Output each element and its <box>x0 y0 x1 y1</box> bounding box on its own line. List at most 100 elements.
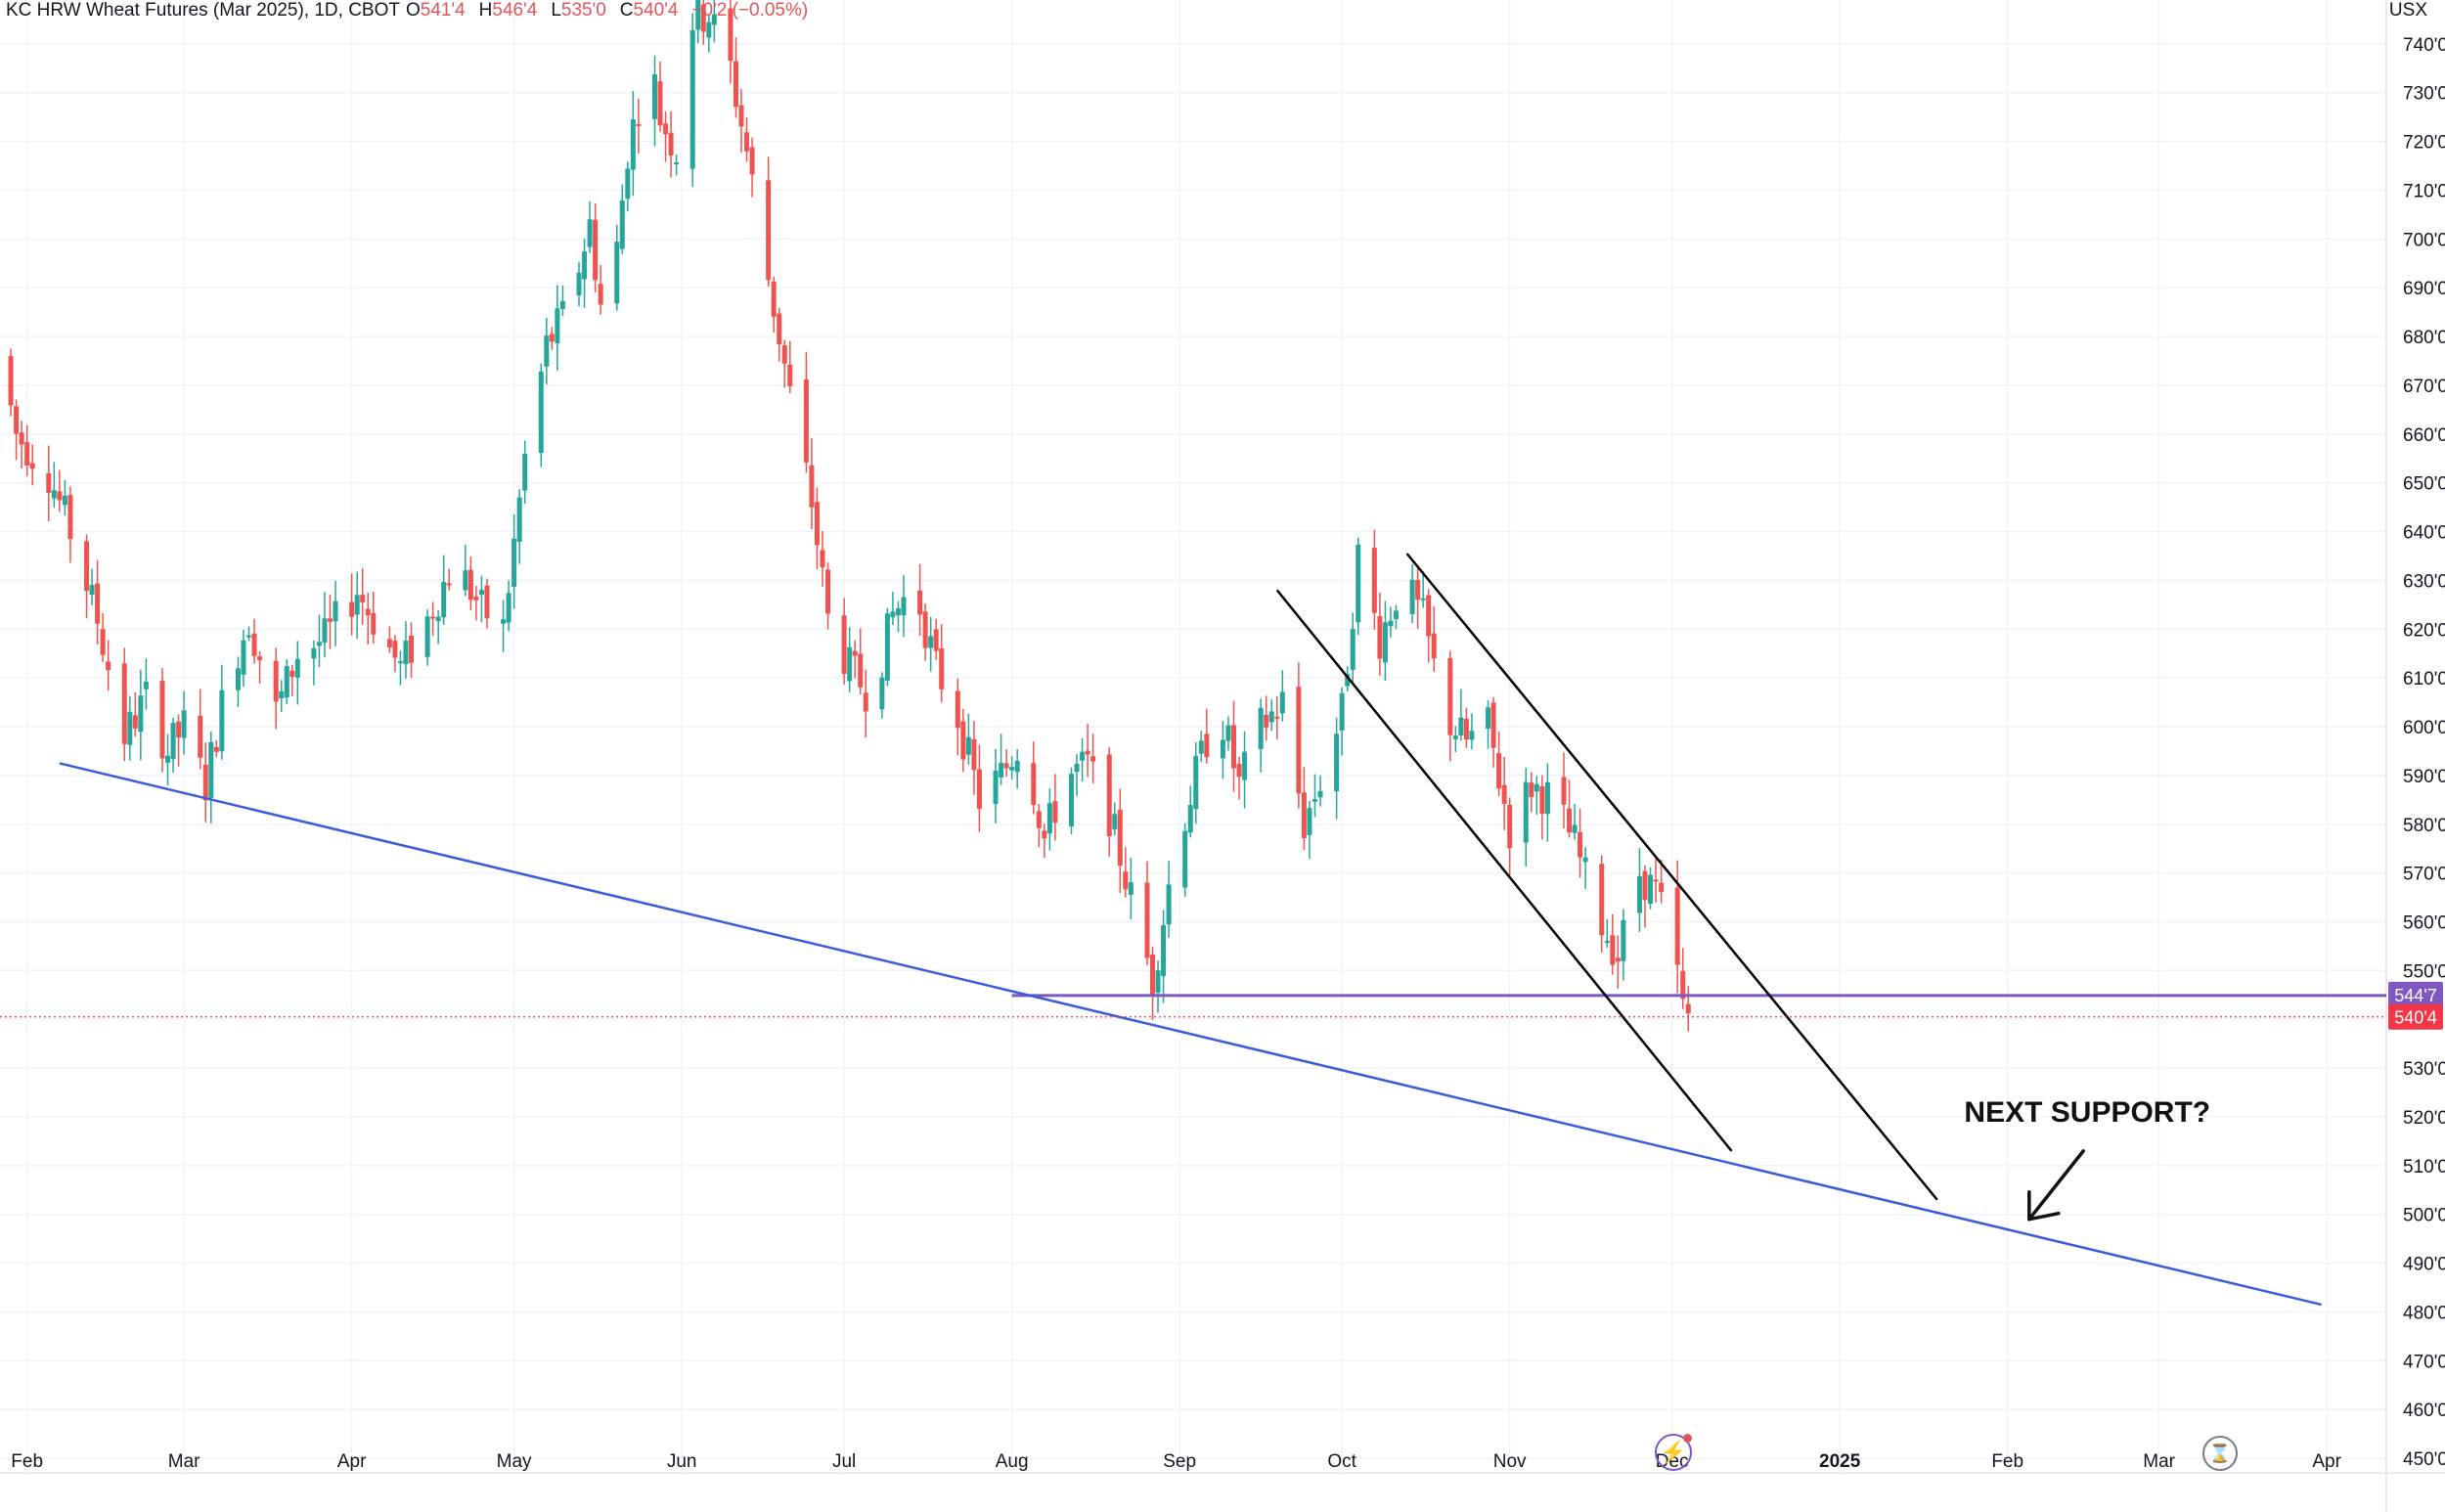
candle-body <box>1572 824 1578 833</box>
candle-body <box>257 656 263 661</box>
candle-body <box>446 583 452 586</box>
candle-body <box>814 502 820 546</box>
candle-body <box>219 689 225 752</box>
candle-body <box>976 769 982 810</box>
x-tick-label: Jul <box>832 1451 856 1472</box>
candle-body <box>46 472 52 493</box>
candle-body <box>1534 783 1539 792</box>
candle-body <box>1264 714 1269 728</box>
y-tick-label: 590'0 <box>2403 767 2445 787</box>
candle-body <box>279 690 285 699</box>
current-price-badge <box>2388 1003 2443 1030</box>
y-tick-label: 670'0 <box>2403 377 2445 397</box>
candle-body <box>614 242 620 304</box>
candle-body <box>198 715 203 758</box>
x-tick-label: Feb <box>1991 1451 2023 1472</box>
candle-body <box>781 345 787 364</box>
candle-body <box>901 597 907 616</box>
candle-body <box>516 497 522 543</box>
candle-body <box>1193 755 1199 810</box>
y-tick-label: 740'0 <box>2403 35 2445 56</box>
candle-body <box>879 677 885 710</box>
y-tick-label: 550'0 <box>2403 961 2445 982</box>
y-tick-label: 460'0 <box>2403 1401 2445 1421</box>
candle-body <box>294 658 300 678</box>
candle-body <box>809 465 815 508</box>
open-value: O541'4 <box>405 0 466 21</box>
candle-body <box>1334 734 1340 792</box>
y-tick-label: 700'0 <box>2403 230 2445 250</box>
candle-body <box>1426 595 1432 637</box>
candle-body <box>235 668 241 690</box>
candle-body <box>858 653 864 688</box>
candle-body <box>484 585 490 619</box>
x-tick-label: Mar <box>168 1451 200 1472</box>
annotation-arrow-shaft <box>2027 1149 2085 1222</box>
candle-body <box>1258 707 1264 749</box>
candle-body <box>1659 882 1665 893</box>
candle-body <box>246 635 252 638</box>
y-tick-label: 500'0 <box>2403 1206 2445 1226</box>
candle-body <box>1204 734 1210 758</box>
candle-body <box>555 308 560 344</box>
candle-body <box>1144 882 1150 958</box>
currency-unit[interactable]: USX <box>2388 0 2427 21</box>
symbol-title[interactable]: KC HRW Wheat Futures (Mar 2025), 1D, CBO… <box>6 0 400 21</box>
candle-body <box>1447 657 1453 735</box>
candle-body <box>1636 875 1642 913</box>
hourglass-icon[interactable]: ⌛ <box>2202 1436 2238 1471</box>
y-tick-label: 470'0 <box>2403 1352 2445 1372</box>
candle-body <box>273 660 279 702</box>
candle-body <box>1301 792 1307 838</box>
candle-body <box>208 741 214 798</box>
candle-body <box>1458 717 1464 736</box>
y-tick-label: 560'0 <box>2403 912 2445 933</box>
candle-body <box>863 692 868 712</box>
y-tick-label: 600'0 <box>2403 718 2445 738</box>
candle-body <box>159 681 165 759</box>
candle-body <box>1074 763 1080 773</box>
candle-body <box>1486 707 1491 730</box>
candle-body <box>766 180 772 281</box>
candle-body <box>820 550 825 568</box>
candle-body <box>1069 774 1075 826</box>
y-tick-label: 520'0 <box>2403 1108 2445 1129</box>
y-tick-label: 570'0 <box>2403 865 2445 885</box>
candle-body <box>1567 808 1573 833</box>
y-tick-label: 730'0 <box>2403 84 2445 105</box>
candle-body <box>1046 803 1052 834</box>
candle-body <box>251 633 257 656</box>
candle-body <box>1539 786 1545 814</box>
notification-dot <box>1683 1434 1692 1443</box>
candle-body <box>397 661 403 664</box>
candle-body <box>241 640 246 675</box>
candle-body <box>1561 777 1567 805</box>
candle-body <box>1274 716 1280 719</box>
candle-body <box>619 200 625 249</box>
candle-body <box>386 639 392 647</box>
candle-body <box>67 495 73 540</box>
candle-body <box>1230 725 1236 769</box>
candle-body <box>965 736 971 755</box>
candle-body <box>100 629 106 655</box>
candle-body <box>1599 864 1605 936</box>
candle-body <box>625 168 631 200</box>
candle-body <box>349 601 355 617</box>
candle-body <box>430 616 436 619</box>
candle-body <box>1014 760 1020 773</box>
y-tick-label: 640'0 <box>2403 523 2445 544</box>
candle-body <box>1604 941 1610 944</box>
candle-body <box>738 105 744 127</box>
candle-body <box>1123 871 1129 890</box>
candle-body <box>354 595 360 615</box>
candle-body <box>1339 692 1345 731</box>
candle-body <box>316 642 322 646</box>
candle-body <box>328 618 333 622</box>
x-tick-label: Nov <box>1493 1451 1527 1472</box>
candle-body <box>441 582 447 618</box>
candle-body <box>14 406 20 434</box>
candle-body <box>1187 805 1193 833</box>
candle-body <box>1621 919 1626 961</box>
lightning-icon[interactable]: ⚡ <box>1655 1434 1692 1471</box>
